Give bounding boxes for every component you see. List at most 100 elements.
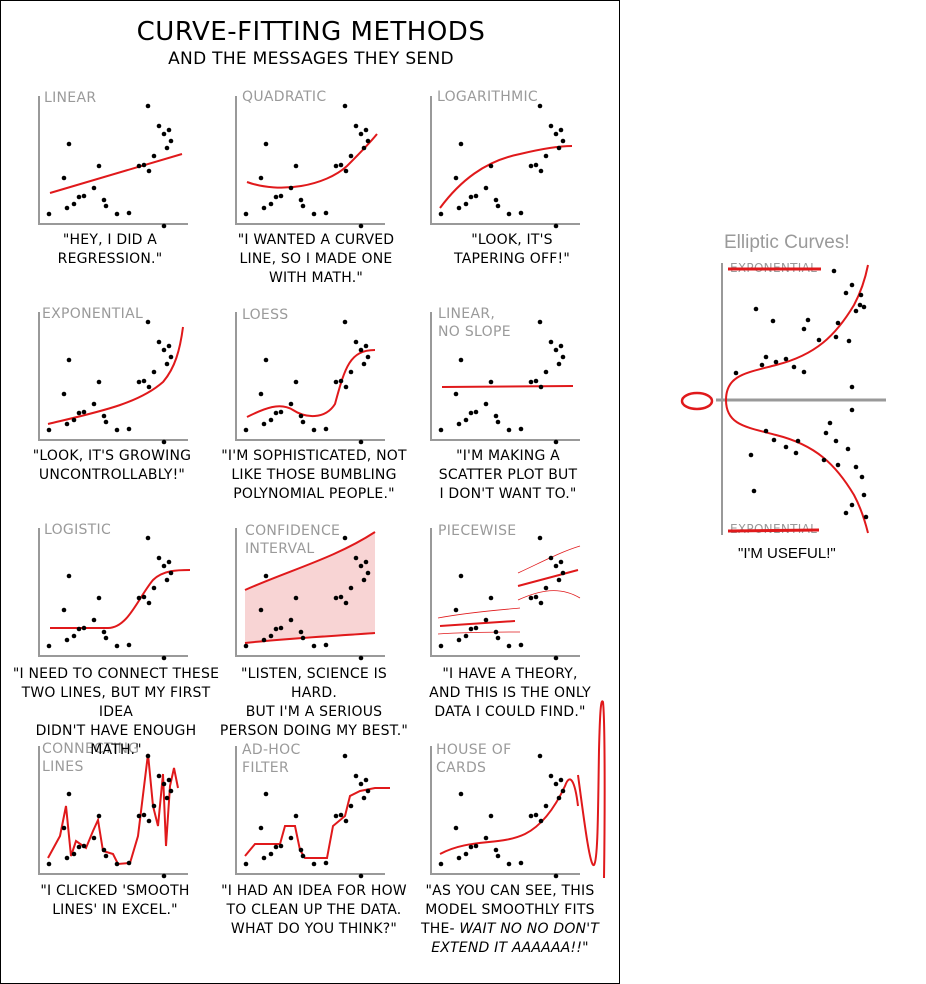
data-point xyxy=(333,595,339,601)
right-panel-title: Elliptic Curves! xyxy=(724,232,850,253)
plot-3 xyxy=(430,96,580,229)
data-point xyxy=(358,781,364,787)
data-point xyxy=(843,510,849,516)
data-point xyxy=(323,860,329,866)
data-point xyxy=(273,194,279,200)
data-point xyxy=(548,773,554,779)
data-point xyxy=(763,354,769,360)
right-panel-caption: "I'M USEFUL!" xyxy=(738,545,836,562)
data-point xyxy=(66,357,72,363)
data-point xyxy=(146,168,152,174)
data-point xyxy=(66,791,72,797)
data-point xyxy=(268,417,274,423)
data-point xyxy=(458,357,464,363)
data-point xyxy=(468,844,474,850)
panel-title-ad-hoc-filter: AD-HOC FILTER xyxy=(242,742,301,776)
axes xyxy=(235,96,385,225)
data-point xyxy=(751,488,757,494)
data-point xyxy=(528,813,534,819)
caption-house-of-cards: "AS YOU CAN SEE, THIS MODEL SMOOTHLY FIT… xyxy=(420,882,600,958)
data-point xyxy=(801,369,807,375)
data-point xyxy=(258,391,264,397)
data-point xyxy=(136,163,142,169)
data-point xyxy=(323,210,329,216)
data-point xyxy=(816,337,822,343)
data-point xyxy=(114,643,120,649)
data-point xyxy=(533,594,539,600)
axes xyxy=(38,312,188,441)
data-point xyxy=(468,410,474,416)
fit-curve xyxy=(244,787,390,859)
data-point xyxy=(456,855,462,861)
data-point xyxy=(338,812,344,818)
plot-9 xyxy=(430,528,581,661)
axes xyxy=(235,312,385,441)
data-point xyxy=(141,812,147,818)
data-point xyxy=(268,851,274,857)
plot-1 xyxy=(38,96,188,229)
data-point xyxy=(358,347,364,353)
axes xyxy=(430,746,580,875)
data-point xyxy=(261,421,267,427)
data-point xyxy=(835,462,841,468)
data-point xyxy=(473,409,479,415)
data-point xyxy=(76,844,82,850)
data-point xyxy=(538,384,544,390)
data-point xyxy=(146,600,152,606)
data-point xyxy=(831,268,837,274)
data-point xyxy=(136,379,142,385)
data-point xyxy=(343,168,349,174)
data-point xyxy=(538,168,544,174)
data-point xyxy=(243,427,249,433)
data-point xyxy=(560,138,566,144)
data-point xyxy=(468,194,474,200)
fit-curve xyxy=(47,753,179,866)
data-point xyxy=(353,773,359,779)
data-point xyxy=(61,391,67,397)
data-point xyxy=(458,573,464,579)
data-point xyxy=(311,211,317,217)
data-point xyxy=(81,193,87,199)
data-point xyxy=(858,292,864,298)
data-point xyxy=(103,853,109,859)
data-point xyxy=(556,145,562,151)
panel-title-loess: LOESS xyxy=(242,307,289,323)
data-point xyxy=(361,795,367,801)
data-point xyxy=(363,559,369,565)
plot-12 xyxy=(430,746,580,879)
data-point xyxy=(101,847,107,853)
data-point xyxy=(556,361,562,367)
fit-curve xyxy=(439,620,516,627)
data-point xyxy=(468,626,474,632)
data-point xyxy=(483,401,489,407)
data-point xyxy=(483,617,489,623)
data-point xyxy=(853,308,859,314)
data-point xyxy=(298,847,304,853)
data-point xyxy=(363,777,369,783)
data-point xyxy=(558,343,564,349)
data-point xyxy=(849,407,855,413)
data-point xyxy=(166,127,172,133)
data-point xyxy=(770,318,776,324)
data-point xyxy=(168,788,174,794)
plot-10 xyxy=(38,746,188,879)
data-point xyxy=(342,753,348,759)
caption-ad-hoc-filter: "I HAD AN IDEA FOR HOW TO CLEAN UP THE D… xyxy=(221,883,407,937)
data-point xyxy=(273,844,279,850)
data-point xyxy=(833,438,839,444)
caption-piecewise: "I HAVE A THEORY, AND THIS IS THE ONLY D… xyxy=(429,666,591,720)
data-point xyxy=(263,573,269,579)
comic-title: CURVE-FITTING METHODS xyxy=(136,17,486,47)
data-point xyxy=(166,343,172,349)
panel-title-quadratic: QUADRATIC xyxy=(242,89,327,105)
house-of-cards-spike xyxy=(577,700,606,879)
data-point xyxy=(145,753,151,759)
data-point xyxy=(161,131,167,137)
data-point xyxy=(548,339,554,345)
fit-curve xyxy=(517,590,581,601)
data-point xyxy=(101,629,107,635)
data-point xyxy=(473,625,479,631)
data-point xyxy=(71,633,77,639)
data-point xyxy=(363,343,369,349)
fit-curve xyxy=(439,778,579,855)
